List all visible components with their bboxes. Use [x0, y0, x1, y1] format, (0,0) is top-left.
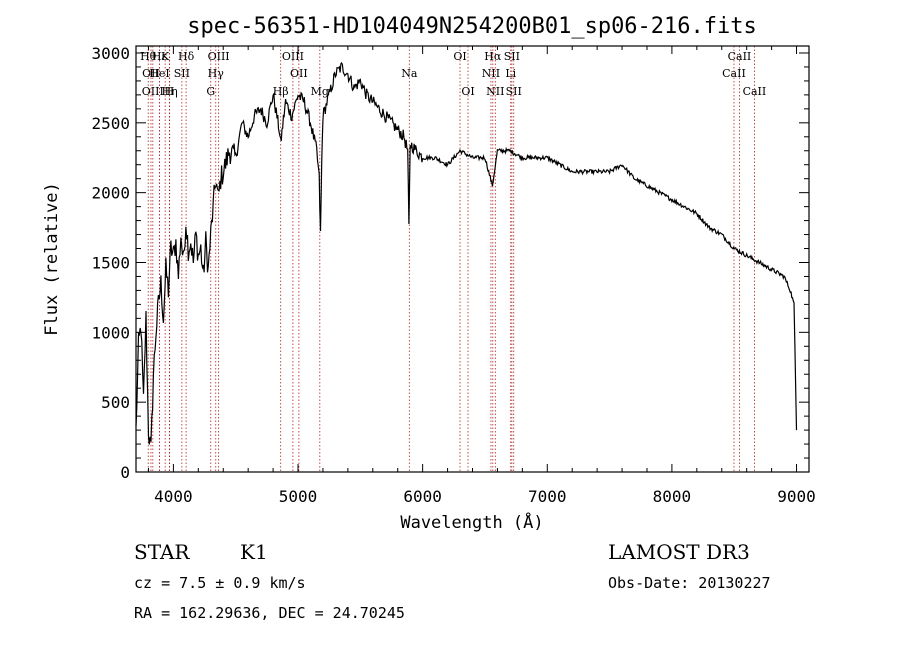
reference-line-label: HeI [149, 67, 169, 80]
y-tick-label: 1500 [91, 253, 130, 272]
coordinates: RA = 162.29636, DEC = 24.70245 [134, 604, 405, 622]
reference-line-label: Hγ [208, 67, 225, 80]
reference-line-label: Li [505, 67, 516, 80]
reference-line-label: Hα [484, 50, 502, 63]
reference-line-label: Hη [162, 85, 178, 98]
reference-lines [147, 46, 755, 472]
y-axis-ticks: 0 500 1000 1500 2000 2500 3000 [91, 44, 809, 482]
y-tick-label: 500 [101, 393, 130, 412]
reference-line-label: H [165, 85, 175, 98]
reference-line-label: G [206, 85, 215, 98]
reference-line-label: OII [290, 67, 308, 80]
x-tick-label: 4000 [154, 487, 193, 506]
x-axis-ticks: 4000 5000 6000 7000 8000 9000 [147, 46, 816, 506]
plot-frame [135, 45, 810, 473]
spectrum-line [135, 61, 798, 445]
reference-line-label: OI [461, 85, 474, 98]
reference-line-labels: HθOIIOIIIHεKHeIHHηSIIHδGHγOIIIHβOIIIOIIM… [140, 50, 766, 98]
y-tick-label: 0 [120, 463, 130, 482]
reference-line-label: OI [453, 50, 466, 63]
chart-title: spec-56351-HD104049N254200B01_sp06-216.f… [187, 14, 757, 39]
subclass: K1 [240, 540, 268, 564]
reference-line-label: OIII [282, 50, 304, 63]
y-tick-label: 3000 [91, 44, 130, 63]
reference-line-label: CaII [728, 50, 752, 63]
y-tick-label: 1000 [91, 323, 130, 342]
y-tick-label: 2500 [91, 114, 130, 133]
reference-line-label: Na [401, 67, 418, 80]
x-tick-label: 6000 [403, 487, 442, 506]
reference-line-label: SII [506, 85, 522, 98]
reference-line-label: NII [482, 67, 500, 80]
reference-line-label: CaII [743, 85, 767, 98]
x-tick-label: 8000 [653, 487, 692, 506]
reference-line-label: Hε [152, 50, 168, 63]
reference-line-label: K [161, 50, 170, 63]
reference-line-label: CaII [722, 67, 746, 80]
reference-line-label: Hβ [273, 85, 289, 98]
reference-line-label: Hδ [178, 50, 195, 63]
reference-line-label: OII [142, 67, 160, 80]
reference-line-label: SII [504, 50, 520, 63]
reference-line-label: NII [486, 85, 504, 98]
y-tick-label: 2000 [91, 184, 130, 203]
reference-line-label: Mg [311, 85, 329, 98]
survey-name: LAMOST DR3 [608, 540, 750, 564]
x-tick-label: 9000 [777, 487, 816, 506]
obs-date: Obs-Date: 20130227 [608, 574, 771, 592]
x-tick-label: 5000 [279, 487, 318, 506]
reference-line-label: SII [174, 67, 190, 80]
x-tick-label: 7000 [528, 487, 567, 506]
x-axis-label: Wavelength (Å) [400, 511, 543, 533]
y-axis-label: Flux (relative) [42, 182, 62, 336]
reference-line-label: OIII [208, 50, 230, 63]
object-class: STAR [134, 540, 190, 564]
redshift: cz = 7.5 ± 0.9 km/s [134, 574, 306, 592]
reference-line-label: OIII [142, 85, 164, 98]
